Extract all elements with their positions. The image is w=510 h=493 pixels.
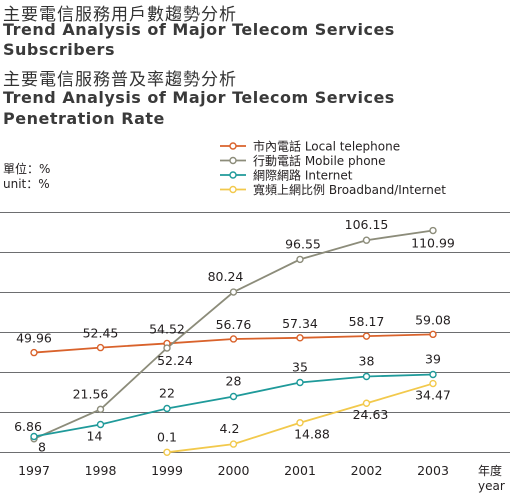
data-point bbox=[229, 392, 238, 401]
data-label: 14.88 bbox=[294, 427, 330, 442]
data-point bbox=[229, 288, 238, 296]
data-point bbox=[163, 344, 171, 352]
data-point bbox=[96, 343, 105, 352]
title-penetration-zh: 主要電信服務普及率趨勢分析 bbox=[3, 70, 237, 90]
data-label: 14 bbox=[87, 429, 103, 444]
data-point bbox=[296, 378, 304, 387]
data-point bbox=[96, 420, 105, 429]
legend-entry: 市內電話 Local telephone bbox=[253, 139, 400, 154]
data-label: 49.96 bbox=[16, 331, 52, 346]
data-label: 106.15 bbox=[345, 217, 389, 232]
data-label: 56.76 bbox=[216, 317, 252, 332]
data-label: 110.99 bbox=[411, 236, 455, 251]
data-point bbox=[296, 255, 304, 264]
data-point bbox=[362, 372, 371, 381]
x-tick-label: 2003 bbox=[417, 463, 449, 478]
data-label: 4.2 bbox=[220, 421, 240, 436]
data-label: 54.52 bbox=[149, 321, 185, 336]
data-label: 21.56 bbox=[73, 386, 109, 401]
x-tick-label: 1998 bbox=[85, 463, 117, 478]
x-tick-label: 2002 bbox=[351, 463, 383, 478]
data-point bbox=[296, 419, 304, 427]
x-tick-label: 2001 bbox=[284, 463, 316, 478]
data-point bbox=[429, 379, 437, 388]
data-point bbox=[30, 432, 38, 441]
data-label: 35 bbox=[292, 360, 308, 375]
unit-label-zh: 單位：% bbox=[3, 161, 50, 176]
data-label: 57.34 bbox=[282, 316, 318, 331]
title-subscribers-zh: 主要電信服務用戶數趨勢分析 bbox=[3, 5, 237, 25]
data-label: 52.24 bbox=[157, 353, 193, 368]
data-points bbox=[30, 226, 437, 456]
title-penetration-en-line2: Penetration Rate bbox=[3, 109, 165, 128]
data-label: 96.55 bbox=[285, 236, 321, 251]
title-subscribers-en-line1: Trend Analysis of Major Telecom Services bbox=[3, 20, 395, 39]
legend-marker bbox=[229, 171, 237, 179]
data-label: 0.1 bbox=[157, 429, 177, 444]
data-label: 34.47 bbox=[415, 388, 451, 403]
data-point bbox=[296, 334, 304, 342]
x-tick-labels: 1997 1998 1999 2000 2001 2002 2003 bbox=[18, 463, 449, 478]
data-point bbox=[429, 370, 437, 379]
data-point bbox=[362, 399, 371, 407]
data-labels: 49.96 52.45 54.52 56.76 57.34 58.17 59.08 6.86 2… bbox=[14, 217, 455, 454]
legend-entry: 網際網路 Internet bbox=[253, 168, 353, 183]
data-point bbox=[362, 332, 371, 340]
data-point bbox=[429, 226, 437, 235]
series-line bbox=[166, 382, 434, 454]
data-point bbox=[362, 236, 371, 244]
data-label: 39 bbox=[425, 352, 441, 367]
data-label: 38 bbox=[359, 354, 375, 369]
data-point bbox=[429, 330, 437, 339]
x-tick-label: 1997 bbox=[18, 463, 50, 478]
legend-entry: 寬頻上網比例 Broadband/Internet bbox=[253, 182, 446, 197]
legend-marker bbox=[229, 156, 237, 165]
data-label: 22 bbox=[159, 386, 175, 401]
legend-entry: 行動電話 Mobile phone bbox=[253, 153, 386, 168]
x-tick-label: 2000 bbox=[218, 463, 250, 478]
legend-marker bbox=[229, 142, 237, 150]
data-label: 59.08 bbox=[415, 312, 451, 327]
unit-label-en: unit：% bbox=[3, 177, 50, 191]
data-label: 6.86 bbox=[14, 419, 42, 434]
data-point bbox=[30, 348, 38, 357]
data-label: 8 bbox=[38, 440, 46, 455]
data-point bbox=[229, 335, 238, 343]
data-label: 58.17 bbox=[349, 314, 385, 329]
x-axis-label-en: year bbox=[478, 479, 505, 493]
data-point bbox=[163, 448, 171, 456]
data-point bbox=[163, 404, 171, 413]
legend-marker bbox=[229, 185, 237, 194]
data-label: 52.45 bbox=[83, 326, 119, 341]
x-axis-label-zh: 年度 bbox=[478, 463, 502, 478]
grid-lines bbox=[0, 212, 510, 453]
title-penetration-en-line1: Trend Analysis of Major Telecom Services bbox=[3, 88, 395, 107]
data-label: 28 bbox=[226, 374, 242, 389]
data-point bbox=[96, 405, 105, 414]
data-label: 24.63 bbox=[353, 407, 389, 422]
data-label: 80.24 bbox=[208, 269, 244, 284]
x-tick-label: 1999 bbox=[151, 463, 183, 478]
title-subscribers-en-line2: Subscribers bbox=[3, 40, 115, 59]
data-point bbox=[229, 440, 238, 448]
